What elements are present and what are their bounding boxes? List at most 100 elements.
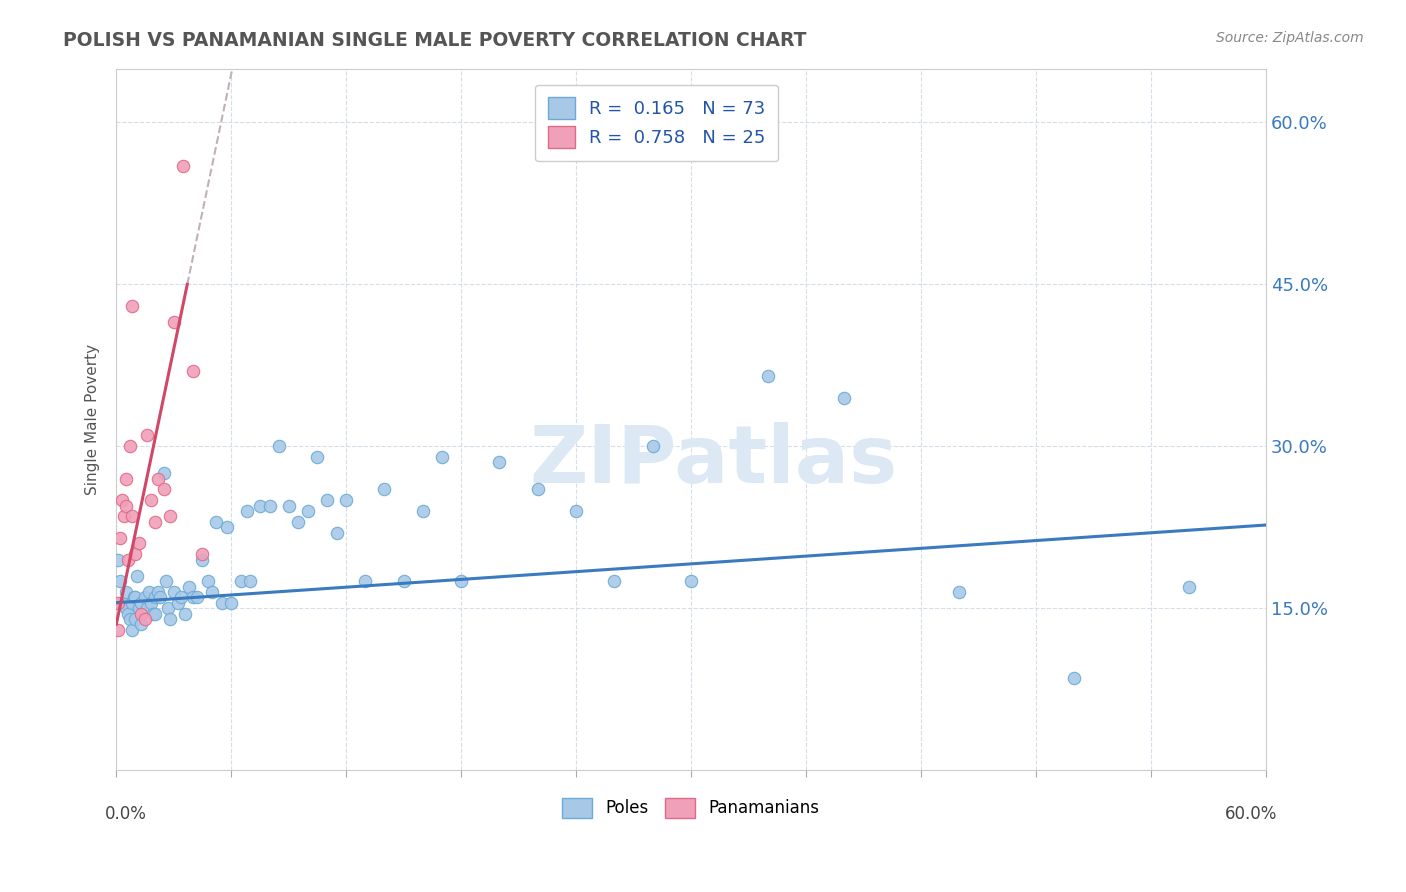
- Point: [354, 574, 377, 589]
- Point: [277, 499, 299, 513]
- Point: [112, 509, 135, 524]
- Point: [153, 467, 176, 481]
- Legend: Poles, Panamanians: Poles, Panamanians: [555, 791, 827, 825]
- Point: [832, 391, 855, 405]
- Point: [127, 568, 149, 582]
- Point: [287, 515, 309, 529]
- Point: [373, 483, 395, 497]
- Point: [392, 574, 415, 589]
- Point: [163, 315, 186, 329]
- Point: [641, 439, 664, 453]
- Point: [118, 439, 141, 453]
- Point: [128, 536, 150, 550]
- Point: [217, 520, 239, 534]
- Point: [191, 547, 214, 561]
- Point: [316, 493, 339, 508]
- Point: [335, 493, 357, 508]
- Point: [134, 612, 156, 626]
- Text: 0.0%: 0.0%: [105, 805, 146, 823]
- Point: [679, 574, 702, 589]
- Point: [107, 596, 129, 610]
- Point: [219, 596, 242, 610]
- Point: [201, 585, 224, 599]
- Text: Source: ZipAtlas.com: Source: ZipAtlas.com: [1216, 31, 1364, 45]
- Point: [143, 515, 166, 529]
- Point: [756, 369, 779, 384]
- Point: [108, 574, 131, 589]
- Point: [325, 525, 347, 540]
- Point: [186, 591, 208, 605]
- Point: [159, 612, 181, 626]
- Point: [181, 364, 204, 378]
- Point: [117, 552, 139, 566]
- Point: [249, 499, 271, 513]
- Point: [111, 493, 134, 508]
- Point: [121, 623, 143, 637]
- Point: [239, 574, 262, 589]
- Point: [134, 591, 156, 605]
- Point: [115, 585, 138, 599]
- Point: [115, 601, 138, 615]
- Point: [124, 547, 146, 561]
- Point: [135, 428, 157, 442]
- Point: [1178, 580, 1201, 594]
- Point: [166, 596, 188, 610]
- Point: [129, 607, 152, 621]
- Point: [191, 552, 214, 566]
- Point: [148, 585, 170, 599]
- Point: [129, 617, 152, 632]
- Point: [143, 607, 166, 621]
- Point: [412, 504, 434, 518]
- Point: [148, 472, 170, 486]
- Point: [115, 499, 138, 513]
- Point: [108, 531, 131, 545]
- Point: [211, 596, 233, 610]
- Point: [135, 601, 157, 615]
- Point: [143, 591, 166, 605]
- Point: [205, 515, 228, 529]
- Point: [163, 585, 186, 599]
- Point: [259, 499, 281, 513]
- Point: [177, 580, 200, 594]
- Text: POLISH VS PANAMANIAN SINGLE MALE POVERTY CORRELATION CHART: POLISH VS PANAMANIAN SINGLE MALE POVERTY…: [63, 31, 807, 50]
- Point: [122, 591, 145, 605]
- Point: [269, 439, 291, 453]
- Point: [307, 450, 329, 464]
- Point: [115, 472, 138, 486]
- Point: [117, 607, 139, 621]
- Point: [107, 623, 129, 637]
- Point: [129, 596, 152, 610]
- Point: [153, 483, 176, 497]
- Point: [170, 591, 193, 605]
- Point: [107, 552, 129, 566]
- Point: [172, 159, 194, 173]
- Point: [181, 591, 204, 605]
- Point: [565, 504, 588, 518]
- Point: [603, 574, 626, 589]
- Point: [124, 612, 146, 626]
- Text: 60.0%: 60.0%: [1225, 805, 1277, 823]
- Point: [118, 612, 141, 626]
- Point: [488, 455, 510, 469]
- Point: [174, 607, 197, 621]
- Point: [155, 574, 177, 589]
- Text: ZIPatlas: ZIPatlas: [530, 422, 898, 500]
- Point: [121, 299, 143, 313]
- Point: [111, 596, 134, 610]
- Point: [139, 493, 162, 508]
- Point: [139, 596, 162, 610]
- Point: [159, 509, 181, 524]
- Point: [121, 509, 143, 524]
- Point: [149, 591, 172, 605]
- Point: [450, 574, 472, 589]
- Point: [121, 596, 143, 610]
- Point: [430, 450, 453, 464]
- Point: [948, 585, 970, 599]
- Point: [297, 504, 319, 518]
- Point: [229, 574, 252, 589]
- Point: [526, 483, 548, 497]
- Point: [235, 504, 257, 518]
- Point: [124, 591, 146, 605]
- Point: [156, 601, 179, 615]
- Point: [197, 574, 219, 589]
